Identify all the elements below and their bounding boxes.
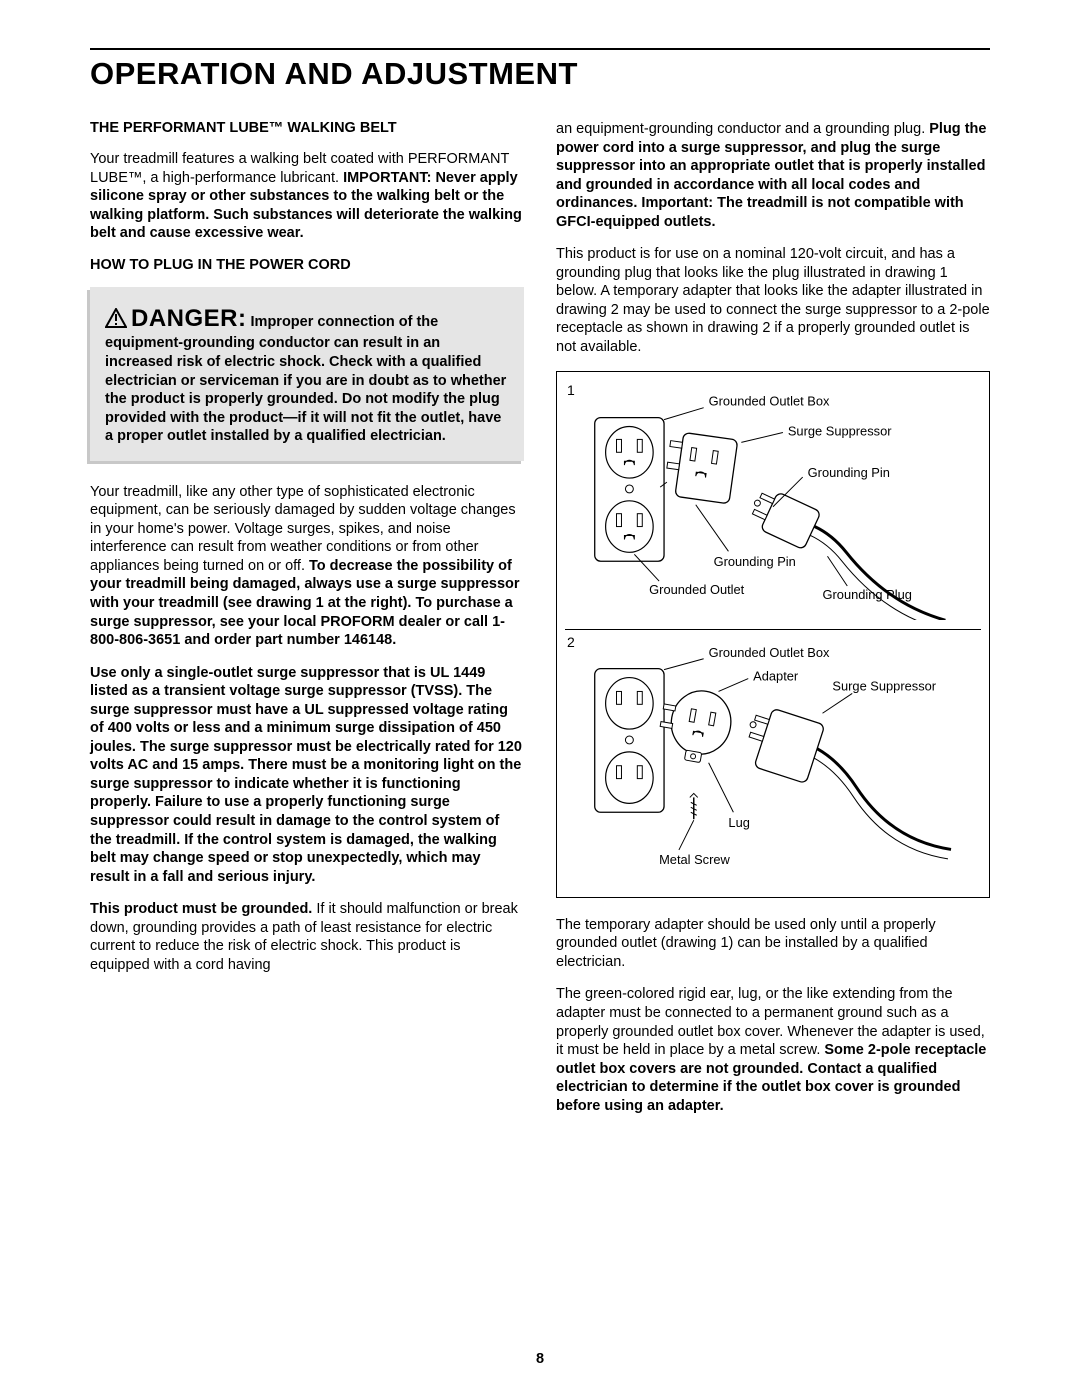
text-bold: This product must be grounded. xyxy=(90,901,312,917)
paragraph-lube: Your treadmill features a walking belt c… xyxy=(90,150,524,243)
diagram-2-svg: Grounded Outlet Box Adapter Surge Suppre… xyxy=(565,634,981,882)
label: Metal Screw xyxy=(659,852,730,867)
danger-text: DANGER: Improper connection of the equip… xyxy=(105,304,509,446)
wiring-diagram: 1 xyxy=(556,371,990,898)
label: Grounded Outlet Box xyxy=(709,645,830,660)
label: Grounding Pin xyxy=(808,465,890,480)
subhead-power-cord: HOW TO PLUG IN THE POWER CORD xyxy=(90,257,524,273)
label: Lug xyxy=(728,815,749,830)
paragraph-green-lug: The green-colored rigid ear, lug, or the… xyxy=(556,985,990,1115)
label: Surge Suppressor xyxy=(788,423,892,438)
paragraph-surge-intro: Your treadmill, like any other type of s… xyxy=(90,483,524,650)
text: an equipment-grounding conductor and a g… xyxy=(556,121,929,137)
paragraph-grounded: This product must be grounded. If it sho… xyxy=(90,900,524,974)
page-number: 8 xyxy=(0,1351,1080,1367)
danger-callout: DANGER: Improper connection of the equip… xyxy=(90,287,524,461)
label: Grounding Pin xyxy=(714,554,796,569)
paragraph-temp-adapter: The temporary adapter should be used onl… xyxy=(556,916,990,972)
page-title: OPERATION AND ADJUSTMENT xyxy=(90,56,990,92)
label: Adapter xyxy=(753,669,799,684)
panel-number: 2 xyxy=(567,634,575,650)
label: Grounding Plug xyxy=(823,586,912,601)
diagram-1-svg: Grounded Outlet Box Surge Suppressor Gro… xyxy=(565,378,981,621)
top-rule xyxy=(90,48,990,50)
label: Grounded Outlet xyxy=(649,581,745,596)
label: Surge Suppressor xyxy=(832,679,936,694)
panel-number: 1 xyxy=(567,382,575,398)
diagram-panel-1: 1 xyxy=(565,378,981,626)
paragraph-120v: This product is for use on a nominal 120… xyxy=(556,245,990,356)
paragraph-plug-instruction: an equipment-grounding conductor and a g… xyxy=(556,120,990,231)
subhead-walking-belt: THE PERFORMANT LUBE™ WALKING BELT xyxy=(90,120,524,136)
danger-label: DANGER: xyxy=(131,305,247,332)
diagram-panel-2: 2 xyxy=(565,629,981,887)
two-column-layout: THE PERFORMANT LUBE™ WALKING BELT Your t… xyxy=(90,120,990,1129)
danger-body: Improper connection of the equipment-gro… xyxy=(105,314,506,444)
left-column: THE PERFORMANT LUBE™ WALKING BELT Your t… xyxy=(90,120,524,1129)
text-bold: Plug the power cord into a surge suppres… xyxy=(556,121,986,230)
warning-triangle-icon xyxy=(105,308,127,334)
paragraph-surge-specs: Use only a single-outlet surge suppresso… xyxy=(90,664,524,887)
right-column: an equipment-grounding conductor and a g… xyxy=(556,120,990,1129)
label: Grounded Outlet Box xyxy=(709,393,830,408)
